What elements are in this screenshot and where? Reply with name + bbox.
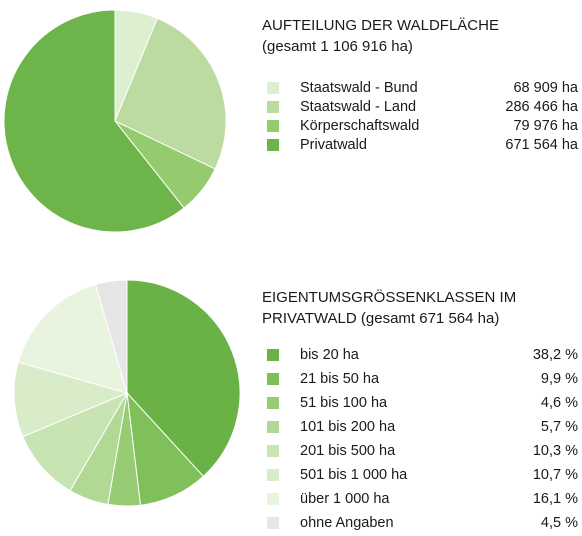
legend-swatch [267, 493, 279, 505]
pie-slice [17, 283, 128, 394]
legend-label: 201 bis 500 ha [300, 443, 396, 459]
legend-label: 501 bis 1 000 ha [300, 467, 408, 483]
value-label: 286 466 ha [505, 99, 579, 115]
legend-swatch [267, 139, 279, 151]
legend-swatch [267, 101, 279, 113]
value-label: 68 909 ha [513, 80, 578, 96]
pie-slice [114, 17, 227, 170]
legend-swatch [267, 421, 279, 433]
value-label: 4,5 % [541, 515, 578, 531]
chart-title: EIGENTUMSGRÖSSENKLASSEN IM [262, 288, 516, 306]
pie-slice [13, 361, 129, 438]
legend-swatch [267, 82, 279, 94]
chart-subtitle: PRIVATWALD (gesamt 671 564 ha) [262, 310, 499, 327]
legend-label: 21 bis 50 ha [300, 371, 380, 387]
value-label: 38,2 % [533, 347, 578, 363]
value-label: 10,7 % [533, 467, 578, 483]
legend-swatch [267, 397, 279, 409]
legend-label: Körperschaftswald [300, 118, 419, 134]
legend-label: Staatswald - Land [300, 99, 416, 115]
legend-swatch [267, 517, 279, 529]
value-label: 10,3 % [533, 443, 578, 459]
legend-swatch [267, 469, 279, 481]
legend-label: Staatswald - Bund [300, 80, 418, 96]
legend-label: ohne Angaben [300, 515, 394, 531]
pie-slice [3, 9, 185, 233]
legend-swatch [267, 349, 279, 361]
legend-swatch [267, 120, 279, 132]
legend-label: Privatwald [300, 137, 367, 153]
pie-slice [126, 279, 241, 478]
legend-label: 101 bis 200 ha [300, 419, 396, 435]
value-label: 9,9 % [541, 371, 578, 387]
legend-label: bis 20 ha [300, 347, 360, 363]
legend-label: 51 bis 100 ha [300, 395, 388, 411]
legend-swatch [267, 373, 279, 385]
legend-swatch [267, 445, 279, 457]
value-label: 79 976 ha [513, 118, 578, 134]
pie-slice [94, 279, 128, 394]
legend-label: über 1 000 ha [300, 491, 390, 507]
chart-subtitle: (gesamt 1 106 916 ha) [262, 38, 413, 55]
pie-slice [22, 391, 129, 492]
value-label: 671 564 ha [505, 137, 579, 153]
value-label: 5,7 % [541, 419, 578, 435]
value-label: 4,6 % [541, 395, 578, 411]
chart-title: AUFTEILUNG DER WALDFLÄCHE [262, 17, 499, 34]
value-label: 16,1 % [533, 491, 578, 507]
